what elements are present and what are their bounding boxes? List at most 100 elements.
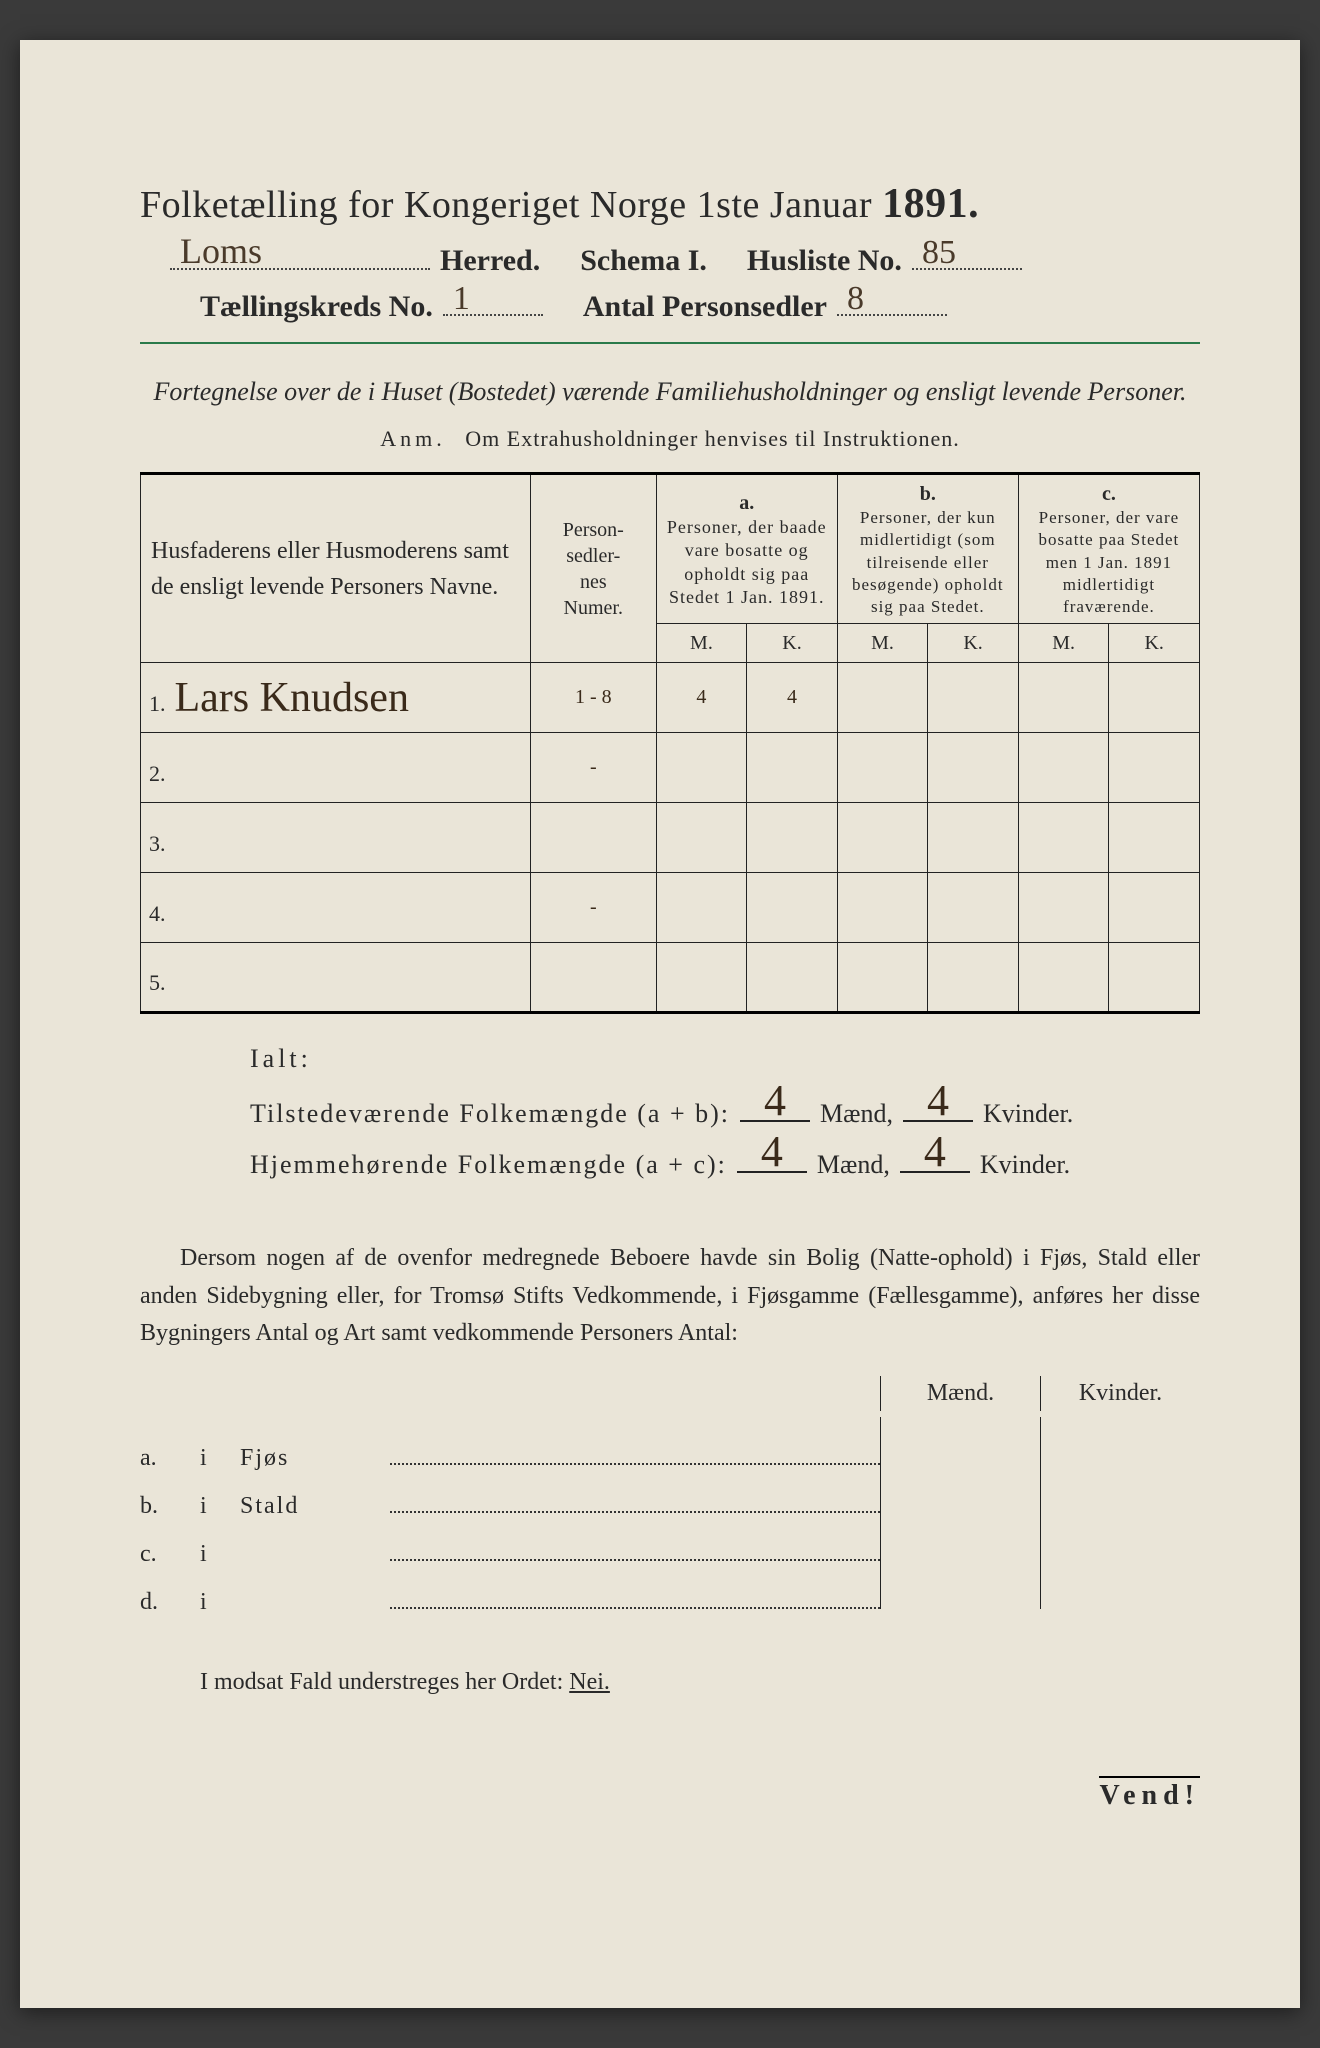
annotation-line: Anm. Om Extrahusholdninger henvises til …: [140, 426, 1200, 452]
cell-c_k: [1109, 663, 1200, 733]
cell-c_m: [1018, 803, 1109, 873]
totals-block: Ialt: Tilstedeværende Folkemængde (a + b…: [250, 1044, 1200, 1180]
table-row: 2. -: [141, 733, 1200, 803]
total-resident-line: Hjemmehørende Folkemængde (a + c): 4 Mæn…: [250, 1139, 1200, 1180]
total-present-line: Tilstedeværende Folkemængde (a + b): 4 M…: [250, 1088, 1200, 1129]
cell-num: [530, 803, 656, 873]
col-c-k: K.: [1109, 624, 1200, 663]
cell-c_k: [1109, 733, 1200, 803]
name-cell: 1. Lars Knudsen: [141, 663, 531, 733]
anm-text: Om Extrahusholdninger henvises til Instr…: [465, 426, 959, 451]
cell-c_k: [1109, 803, 1200, 873]
resident-kvinder-slot: 4: [900, 1139, 970, 1173]
col-header-number: Person- sedler- nes Numer.: [530, 474, 656, 663]
cell-b_m: [837, 943, 928, 1013]
cell-b_k: [928, 663, 1019, 733]
resident-label: Hjemmehørende Folkemængde (a + c):: [250, 1150, 727, 1180]
nei-word: Nei.: [569, 1669, 610, 1695]
kvinder-label: Kvinder.: [983, 1099, 1073, 1129]
schema-label: Schema I.: [580, 244, 707, 278]
building-row: c.i: [140, 1513, 1200, 1561]
col-a-k: K.: [747, 624, 838, 663]
cell-c_m: [1018, 873, 1109, 943]
cell-b_k: [928, 803, 1019, 873]
vend-label: Vend!: [1099, 1776, 1200, 1812]
table-row: 4. -: [141, 873, 1200, 943]
building-row: a.iFjøs: [140, 1417, 1200, 1465]
col-b-m: M.: [837, 624, 928, 663]
name-cell: 4.: [141, 873, 531, 943]
cell-a_k: [747, 733, 838, 803]
title-year: 1891.: [882, 181, 979, 227]
cell-num: 1 - 8: [530, 663, 656, 733]
cell-a_k: [747, 873, 838, 943]
household-table: Husfaderens eller Husmoderens samt de en…: [140, 472, 1200, 1014]
title-prefix: Folketælling for Kongeriget Norge 1ste J…: [140, 184, 872, 226]
buildings-headers: Mænd. Kvinder.: [140, 1376, 1200, 1411]
cell-b_m: [837, 663, 928, 733]
subtitle: Fortegnelse over de i Huset (Bostedet) v…: [140, 374, 1200, 410]
antal-field: 8: [837, 286, 947, 316]
maend-label-2: Mænd,: [817, 1150, 890, 1180]
cell-b_m: [837, 803, 928, 873]
divider-rule: [140, 342, 1200, 344]
ialt-label: Ialt:: [250, 1044, 1200, 1074]
bldg-header-maend: Mænd.: [880, 1376, 1040, 1411]
col-header-a: a. Personer, der baade vare bosatte og o…: [656, 474, 837, 624]
header-row-herred: Loms Herred. Schema I. Husliste No. 85: [170, 240, 1200, 278]
antal-value: 8: [847, 280, 864, 318]
husliste-label: Husliste No.: [747, 244, 902, 278]
present-label: Tilstedeværende Folkemængde (a + b):: [250, 1099, 730, 1129]
cell-num: [530, 943, 656, 1013]
cell-c_m: [1018, 733, 1109, 803]
col-c-m: M.: [1018, 624, 1109, 663]
husliste-value: 85: [922, 234, 956, 272]
present-maend-slot: 4: [740, 1088, 810, 1122]
cell-num: -: [530, 733, 656, 803]
kvinder-label-2: Kvinder.: [980, 1150, 1070, 1180]
cell-c_m: [1018, 663, 1109, 733]
herred-field: Loms: [170, 240, 430, 270]
husliste-field: 85: [912, 240, 1022, 270]
table-row: 5.: [141, 943, 1200, 1013]
maend-label: Mænd,: [820, 1099, 893, 1129]
col-header-c: c. Personer, der vare bosatte paa Stedet…: [1018, 474, 1199, 624]
bldg-header-kvinder: Kvinder.: [1040, 1376, 1200, 1411]
cell-a_m: [656, 943, 747, 1013]
cell-b_k: [928, 733, 1019, 803]
cell-a_m: [656, 873, 747, 943]
cell-c_k: [1109, 943, 1200, 1013]
resident-maend-slot: 4: [737, 1139, 807, 1173]
cell-num: -: [530, 873, 656, 943]
name-cell: 3.: [141, 803, 531, 873]
name-cell: 5.: [141, 943, 531, 1013]
cell-c_k: [1109, 873, 1200, 943]
buildings-block: Mænd. Kvinder. a.iFjøsb.iStaldc.id.i: [140, 1376, 1200, 1609]
cell-a_k: [747, 803, 838, 873]
kreds-label: Tællingskreds No.: [200, 290, 433, 324]
nei-line: I modsat Fald understreges her Ordet: Ne…: [140, 1669, 1200, 1696]
herred-value: Loms: [180, 230, 262, 272]
col-a-m: M.: [656, 624, 747, 663]
anm-lead: Anm.: [380, 426, 446, 451]
kreds-value: 1: [453, 280, 470, 318]
building-row: d.i: [140, 1561, 1200, 1609]
col-header-names: Husfaderens eller Husmoderens samt de en…: [141, 474, 531, 663]
name-cell: 2.: [141, 733, 531, 803]
building-row: b.iStald: [140, 1465, 1200, 1513]
col-b-k: K.: [928, 624, 1019, 663]
census-form-page: Folketælling for Kongeriget Norge 1ste J…: [20, 40, 1300, 2008]
herred-label: Herred.: [440, 244, 540, 278]
cell-a_m: [656, 733, 747, 803]
cell-b_k: [928, 873, 1019, 943]
nei-text: I modsat Fald understreges her Ordet:: [200, 1669, 563, 1695]
cell-a_m: 4: [656, 663, 747, 733]
col-header-b: b. Personer, der kun midlertidigt (som t…: [837, 474, 1018, 624]
building-paragraph: Dersom nogen af de ovenfor medregnede Be…: [140, 1240, 1200, 1352]
table-row: 1. Lars Knudsen1 - 844: [141, 663, 1200, 733]
cell-a_k: [747, 943, 838, 1013]
cell-b_k: [928, 943, 1019, 1013]
cell-b_m: [837, 733, 928, 803]
table-row: 3.: [141, 803, 1200, 873]
cell-b_m: [837, 873, 928, 943]
